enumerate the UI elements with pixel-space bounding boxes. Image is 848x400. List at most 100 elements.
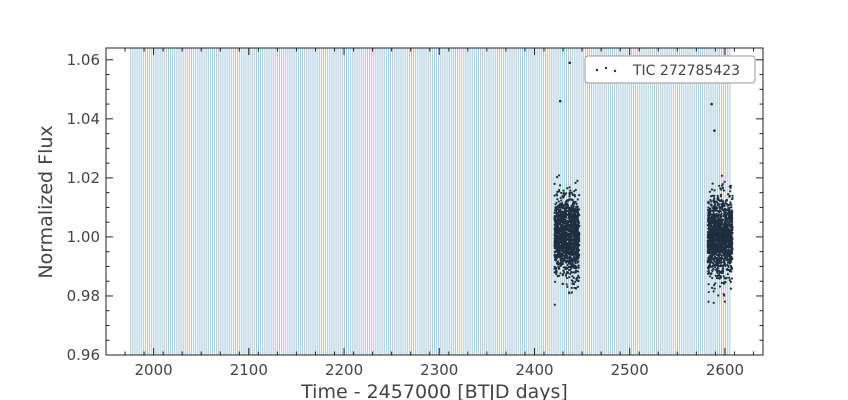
data-point xyxy=(721,264,724,268)
data-point xyxy=(707,259,711,262)
data-point xyxy=(709,203,712,206)
data-point xyxy=(562,189,565,192)
data-point xyxy=(707,248,710,251)
data-point xyxy=(559,264,563,267)
data-point xyxy=(577,225,581,228)
data-point xyxy=(723,255,727,258)
data-point xyxy=(567,225,570,228)
data-point xyxy=(712,267,715,270)
data-point xyxy=(566,264,569,267)
data-point xyxy=(722,189,726,192)
data-point xyxy=(567,220,570,223)
data-point xyxy=(723,249,726,253)
data-point xyxy=(728,257,731,260)
data-point xyxy=(576,285,579,288)
data-point xyxy=(576,247,579,250)
data-point xyxy=(708,209,711,212)
data-point xyxy=(731,231,734,234)
data-point xyxy=(717,277,720,280)
data-point xyxy=(717,198,720,201)
data-point xyxy=(728,276,731,279)
data-point xyxy=(577,255,580,259)
data-point xyxy=(561,203,564,206)
data-point xyxy=(576,198,579,201)
data-point xyxy=(718,285,722,288)
data-point xyxy=(709,237,712,240)
data-point xyxy=(721,205,724,208)
data-point xyxy=(566,187,569,190)
data-point xyxy=(571,264,574,267)
data-point xyxy=(569,253,572,257)
data-point xyxy=(718,199,722,203)
data-point xyxy=(572,205,575,208)
data-point xyxy=(565,274,568,277)
data-point xyxy=(566,237,570,240)
data-point xyxy=(724,264,727,268)
data-point xyxy=(574,181,577,184)
data-point xyxy=(554,254,557,257)
data-point xyxy=(553,232,556,236)
data-point xyxy=(710,272,713,275)
data-point xyxy=(716,225,719,228)
data-point xyxy=(725,232,728,235)
data-point xyxy=(558,233,561,237)
data-point xyxy=(728,194,731,198)
data-point xyxy=(559,272,562,275)
data-point xyxy=(570,266,573,269)
data-point xyxy=(716,231,720,234)
data-point xyxy=(577,264,580,267)
data-point xyxy=(707,290,710,294)
x-tick-label: 2000 xyxy=(135,361,173,379)
data-point xyxy=(574,286,578,290)
data-point xyxy=(574,211,577,214)
data-point xyxy=(569,256,572,259)
x-axis-label: Time - 2457000 [BTJD days] xyxy=(300,381,568,400)
data-point xyxy=(726,225,729,229)
legend-marker xyxy=(613,69,617,73)
data-point xyxy=(709,235,713,238)
y-tick-label: 1.06 xyxy=(67,51,100,69)
data-point xyxy=(725,257,728,260)
data-point xyxy=(553,182,556,185)
data-point xyxy=(727,242,730,245)
data-point xyxy=(719,193,723,196)
data-point xyxy=(716,270,719,273)
data-point xyxy=(713,259,716,262)
data-point xyxy=(719,195,723,198)
data-point xyxy=(566,271,569,274)
data-point xyxy=(712,221,715,225)
data-point xyxy=(730,206,733,209)
data-point xyxy=(715,233,719,236)
data-point xyxy=(561,231,565,234)
data-point xyxy=(718,249,721,252)
data-point xyxy=(567,199,570,202)
data-point xyxy=(708,231,711,234)
data-point xyxy=(562,225,565,228)
data-point xyxy=(712,290,715,293)
x-tick-label: 2100 xyxy=(230,361,268,379)
data-point xyxy=(713,204,717,208)
data-point xyxy=(567,223,570,226)
data-point xyxy=(554,269,558,272)
data-point xyxy=(724,208,727,211)
data-point xyxy=(709,252,712,255)
outlier-point xyxy=(568,61,572,65)
observation-bands xyxy=(130,48,731,355)
data-point xyxy=(707,270,710,274)
data-point xyxy=(728,210,731,214)
data-point xyxy=(564,251,567,254)
data-point xyxy=(723,236,726,239)
data-point xyxy=(570,204,573,207)
data-point xyxy=(558,210,562,213)
data-point xyxy=(574,188,577,192)
data-point xyxy=(727,244,730,247)
data-point xyxy=(567,230,571,233)
data-point xyxy=(570,291,574,294)
data-point xyxy=(709,265,712,269)
data-point xyxy=(729,287,733,290)
data-point xyxy=(565,200,568,203)
data-point xyxy=(724,218,727,222)
data-point xyxy=(710,216,713,219)
data-point xyxy=(722,209,725,212)
data-point xyxy=(713,189,716,192)
